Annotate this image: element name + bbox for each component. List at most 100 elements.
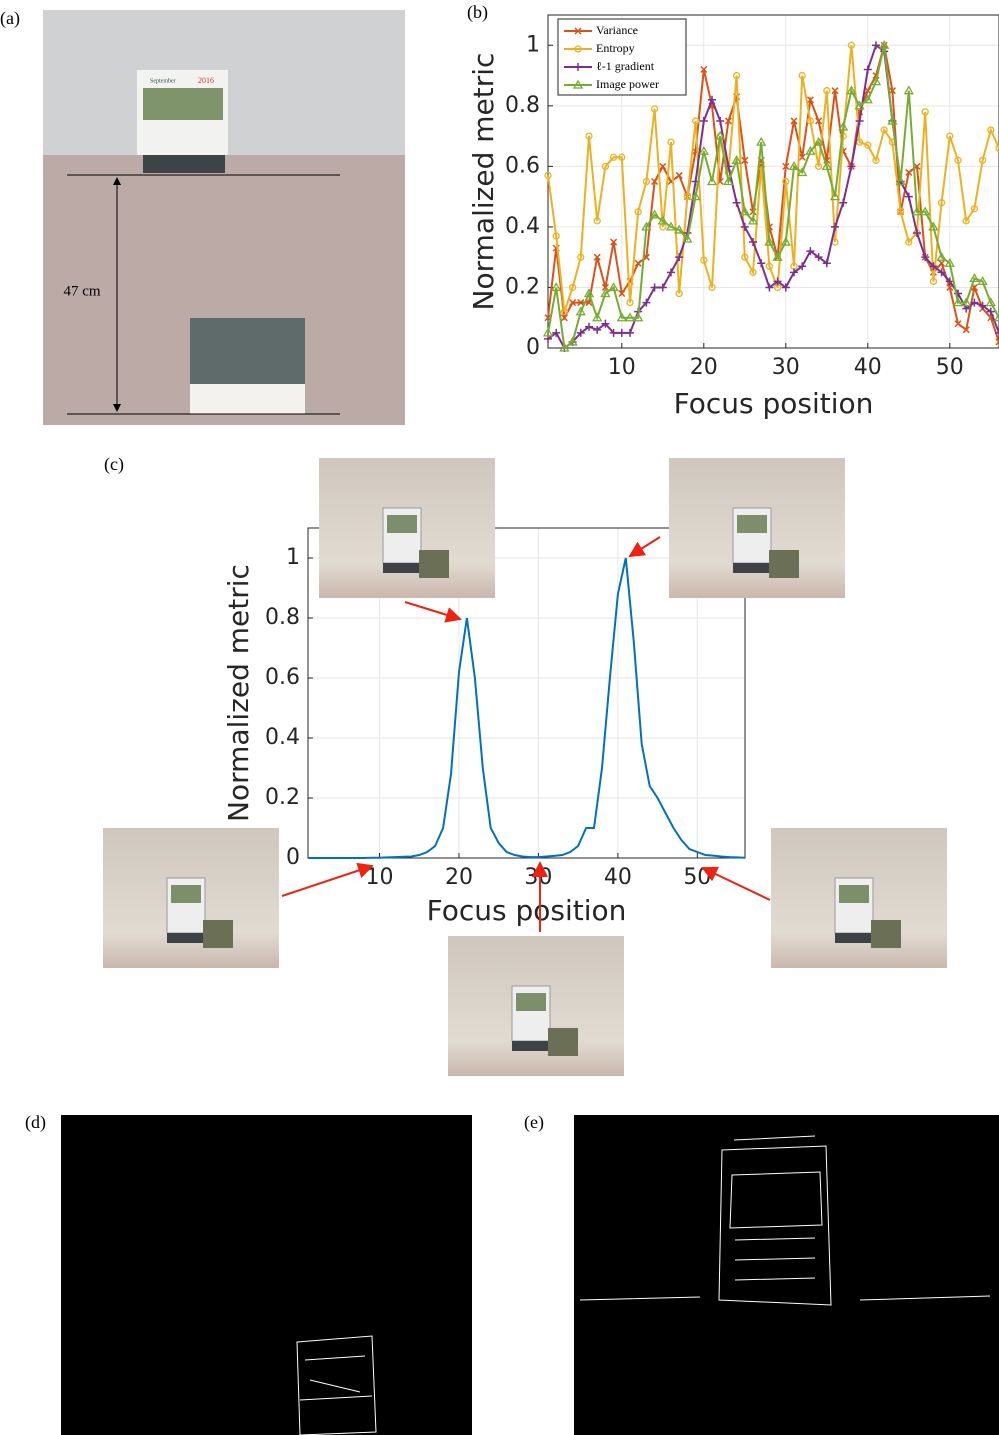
marker xyxy=(659,162,667,170)
marker xyxy=(593,253,601,261)
marker xyxy=(626,298,634,307)
marker xyxy=(765,262,774,270)
y-tick-label: 0.8 xyxy=(505,93,540,118)
marker xyxy=(780,236,791,246)
thumb-cal2 xyxy=(871,920,901,948)
marker xyxy=(838,121,849,131)
marker xyxy=(642,177,651,186)
panel-label: (d) xyxy=(25,1112,46,1133)
marker xyxy=(708,283,716,292)
marker xyxy=(872,41,880,50)
marker xyxy=(690,191,701,201)
series-line xyxy=(547,45,999,350)
marker xyxy=(756,136,767,146)
thumb-photo xyxy=(516,993,546,1011)
marker xyxy=(657,215,668,225)
marker xyxy=(937,199,946,207)
marker xyxy=(626,328,634,337)
marker xyxy=(741,156,749,164)
marker xyxy=(609,153,618,161)
marker xyxy=(650,283,659,292)
marker xyxy=(905,238,913,246)
marker xyxy=(954,156,962,164)
x-tick-label: 20 xyxy=(690,355,718,380)
y-axis-label: Normalized metric xyxy=(222,564,255,822)
chart: 0 0.2 0.4 0.6 0.8 1 10 20 30 40 50 Focus position No… xyxy=(467,14,999,420)
marker xyxy=(798,153,806,161)
marker xyxy=(954,320,962,328)
marker xyxy=(700,65,708,74)
marker xyxy=(896,208,905,216)
marker xyxy=(715,130,726,140)
marker xyxy=(847,41,856,49)
marker xyxy=(667,138,675,146)
marker xyxy=(593,217,601,225)
x-axis-label: Focus position xyxy=(674,387,874,420)
marker xyxy=(675,171,683,179)
marker xyxy=(831,222,839,231)
marker xyxy=(699,116,708,125)
marker xyxy=(904,192,913,201)
marker xyxy=(544,171,552,180)
marker xyxy=(577,299,585,307)
marker xyxy=(864,141,872,149)
marker xyxy=(929,277,938,286)
marker xyxy=(970,205,979,213)
marker xyxy=(962,217,970,225)
marker xyxy=(781,283,790,292)
marker xyxy=(624,312,636,322)
marker xyxy=(585,322,593,331)
marker xyxy=(559,342,570,352)
marker xyxy=(962,326,970,334)
y-tick-label: 0.2 xyxy=(265,785,300,810)
x-tick-label: 10 xyxy=(366,865,394,890)
marker xyxy=(732,198,741,207)
marker xyxy=(847,162,856,171)
marker xyxy=(601,319,610,328)
marker xyxy=(585,132,593,140)
marker xyxy=(601,283,609,291)
marker xyxy=(863,65,872,74)
marker xyxy=(651,177,659,186)
marker xyxy=(806,96,814,104)
marker xyxy=(765,283,774,292)
marker xyxy=(757,259,766,268)
thumbnail xyxy=(319,458,495,598)
marker xyxy=(986,307,995,316)
axes-box xyxy=(307,527,746,859)
y-tick-label: 0.2 xyxy=(505,274,540,299)
thumb-base xyxy=(733,563,771,573)
marker xyxy=(682,233,693,243)
marker xyxy=(576,328,585,337)
marker xyxy=(987,126,995,134)
marker xyxy=(665,221,677,231)
thumb-photo xyxy=(171,885,201,903)
y-axis-label: Normalized metric xyxy=(467,53,500,311)
marker xyxy=(937,268,946,277)
marker xyxy=(618,289,626,298)
y-tick-label: 0.4 xyxy=(265,725,300,750)
marker xyxy=(731,154,742,164)
marker xyxy=(806,247,815,256)
marker xyxy=(938,259,946,267)
marker xyxy=(650,105,659,113)
marker xyxy=(749,268,757,276)
marker xyxy=(569,299,577,307)
marker xyxy=(716,116,725,125)
marker xyxy=(675,289,683,298)
thumb-base xyxy=(835,933,873,943)
marker xyxy=(642,298,651,307)
marker xyxy=(574,45,582,53)
marker xyxy=(560,314,568,322)
marker xyxy=(921,253,930,262)
marker xyxy=(814,162,823,171)
marker xyxy=(913,228,921,237)
marker xyxy=(773,277,782,286)
marker xyxy=(929,262,938,271)
marker xyxy=(936,251,947,261)
marker xyxy=(888,87,896,95)
marker xyxy=(921,108,929,116)
marker xyxy=(862,94,873,104)
